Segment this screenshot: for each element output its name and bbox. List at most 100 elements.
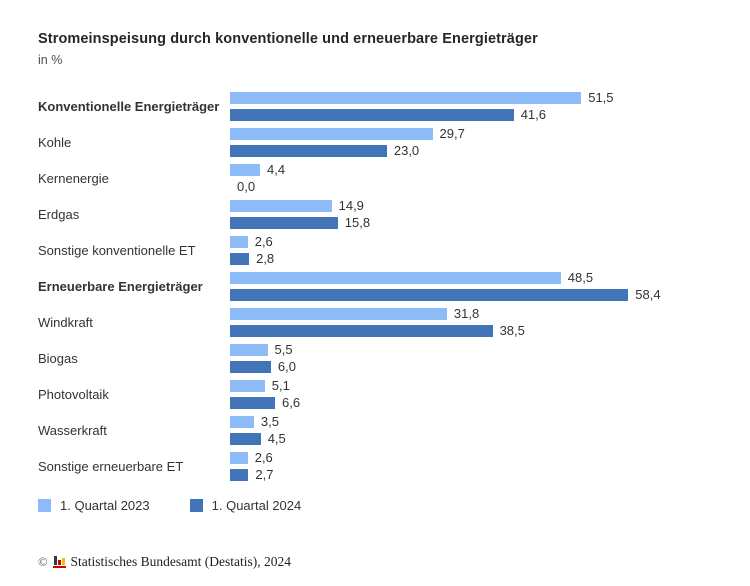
bar-line: 14,9 xyxy=(230,199,750,212)
bar-segment xyxy=(230,128,433,140)
category-label: Kernenergie xyxy=(38,171,109,186)
bar-segment xyxy=(230,452,248,464)
category-label: Kohle xyxy=(38,135,72,150)
chart-row: Windkraft 31,8 38,5 xyxy=(38,306,750,338)
legend-label-2024: 1. Quartal 2024 xyxy=(211,498,302,513)
category-label: Sonstige erneuerbare ET xyxy=(38,459,184,474)
bar-line: 6,6 xyxy=(230,395,750,410)
chart-row: Sonstige konventionelle ET 2,6 2,8 xyxy=(38,234,750,266)
value-label: 0,0 xyxy=(237,179,256,194)
bar-group: 29,7 23,0 xyxy=(230,126,750,158)
copyright-symbol: © xyxy=(38,554,48,569)
bar-line: 2,8 xyxy=(230,251,750,266)
value-label: 29,7 xyxy=(439,126,465,141)
chart-row: Photovoltaik 5,1 6,6 xyxy=(38,378,750,410)
bar-group: 14,9 15,8 xyxy=(230,199,750,230)
bar-group: 51,5 41,6 xyxy=(230,90,750,122)
bar-line: 31,8 xyxy=(230,306,750,321)
bar-line: 2,7 xyxy=(230,467,750,482)
bar-line: 4,4 xyxy=(230,162,750,177)
bar-segment xyxy=(230,217,338,229)
bar-line: 58,4 xyxy=(230,288,750,301)
value-label: 23,0 xyxy=(393,143,420,158)
destatis-logo-icon xyxy=(52,556,66,568)
category-label: Sonstige konventionelle ET xyxy=(38,243,196,258)
bar-segment xyxy=(230,164,260,176)
bar-chart: Konventionelle Energieträger 51,5 41,6 Kohl… xyxy=(38,90,750,482)
chart-row: Kohle 29,7 23,0 xyxy=(38,126,750,158)
bar-segment xyxy=(230,253,250,265)
bar-line: 51,5 xyxy=(230,90,750,105)
value-label: 6,6 xyxy=(282,395,301,410)
chart-legend: 1. Quartal 2023 1. Quartal 2024 xyxy=(38,498,750,513)
bar-segment xyxy=(230,416,254,428)
value-label: 6,0 xyxy=(277,359,296,374)
category-label: Konventionelle Energieträger xyxy=(38,99,220,114)
bar-line: 41,6 xyxy=(230,107,750,122)
chart-row: Wasserkraft 3,5 4,5 xyxy=(38,414,750,446)
chart-row: Erneuerbare Energieträger 48,5 58,4 xyxy=(38,270,750,301)
value-label: 3,5 xyxy=(260,414,279,429)
bar-group: 2,6 2,8 xyxy=(230,234,750,266)
bar-segment xyxy=(230,361,271,373)
bar-line: 23,0 xyxy=(230,143,750,158)
bar-segment xyxy=(230,325,493,337)
legend-label-2023: 1. Quartal 2023 xyxy=(60,498,150,513)
bar-segment xyxy=(230,469,249,481)
category-label: Erneuerbare Energieträger xyxy=(38,279,203,294)
category-label: Erdgas xyxy=(38,207,80,222)
bar-group: 31,8 38,5 xyxy=(230,306,750,338)
destatis-logo-baseline xyxy=(52,566,66,568)
bar-group: 4,4 0,0 xyxy=(230,162,750,194)
bar-group: 5,1 6,6 xyxy=(230,378,750,410)
bar-line: 6,0 xyxy=(230,359,750,374)
bar-line: 38,5 xyxy=(230,323,750,338)
bar-segment xyxy=(230,433,261,445)
bar-segment xyxy=(230,308,447,320)
legend-swatch-2024 xyxy=(189,499,203,512)
bar-line: 0,0 xyxy=(230,179,750,194)
chart-row: Erdgas 14,9 15,8 xyxy=(38,199,750,230)
value-label: 41,6 xyxy=(520,107,547,122)
bar-segment xyxy=(230,289,629,301)
chart-subtitle: in % xyxy=(38,53,63,67)
bar-segment xyxy=(230,272,561,284)
bar-group: 48,5 58,4 xyxy=(230,270,750,301)
bar-segment xyxy=(230,397,275,409)
bar-line: 29,7 xyxy=(230,126,750,141)
value-label: 4,4 xyxy=(267,162,286,177)
value-label: 2,8 xyxy=(256,251,275,266)
value-label: 2,7 xyxy=(255,467,274,482)
bar-group: 5,5 6,0 xyxy=(230,342,750,374)
value-label: 15,8 xyxy=(344,215,371,230)
value-label: 31,8 xyxy=(453,306,480,321)
category-label: Biogas xyxy=(38,351,78,366)
destatis-logo-bars xyxy=(53,556,66,565)
value-label: 5,5 xyxy=(274,342,293,357)
bar-line: 2,6 xyxy=(230,450,750,465)
bar-segment xyxy=(230,92,582,104)
chart-row: Biogas 5,5 6,0 xyxy=(38,342,750,374)
value-label: 2,6 xyxy=(254,450,273,465)
bar-line: 3,5 xyxy=(230,414,750,429)
bar-segment xyxy=(230,145,387,157)
bar-line: 4,5 xyxy=(230,431,750,446)
legend-swatch-2023 xyxy=(38,499,51,512)
category-label: Photovoltaik xyxy=(38,387,109,402)
value-label: 2,6 xyxy=(254,234,273,249)
bar-group: 3,5 4,5 xyxy=(230,414,750,446)
value-label: 5,1 xyxy=(271,378,290,393)
source-footer: © Statistisches Bundesamt (Destatis), 20… xyxy=(38,554,291,570)
chart-row: Konventionelle Energieträger 51,5 41,6 xyxy=(38,90,750,122)
bar-segment xyxy=(230,380,265,392)
value-label: 51,5 xyxy=(588,90,614,105)
bar-segment xyxy=(230,200,332,212)
value-label: 38,5 xyxy=(499,323,525,338)
legend-item-2023: 1. Quartal 2023 xyxy=(38,498,150,513)
bar-segment xyxy=(230,109,514,121)
value-label: 48,5 xyxy=(567,270,594,285)
value-label: 4,5 xyxy=(267,431,286,446)
bar-line: 5,1 xyxy=(230,378,750,393)
bar-line: 15,8 xyxy=(230,215,750,230)
